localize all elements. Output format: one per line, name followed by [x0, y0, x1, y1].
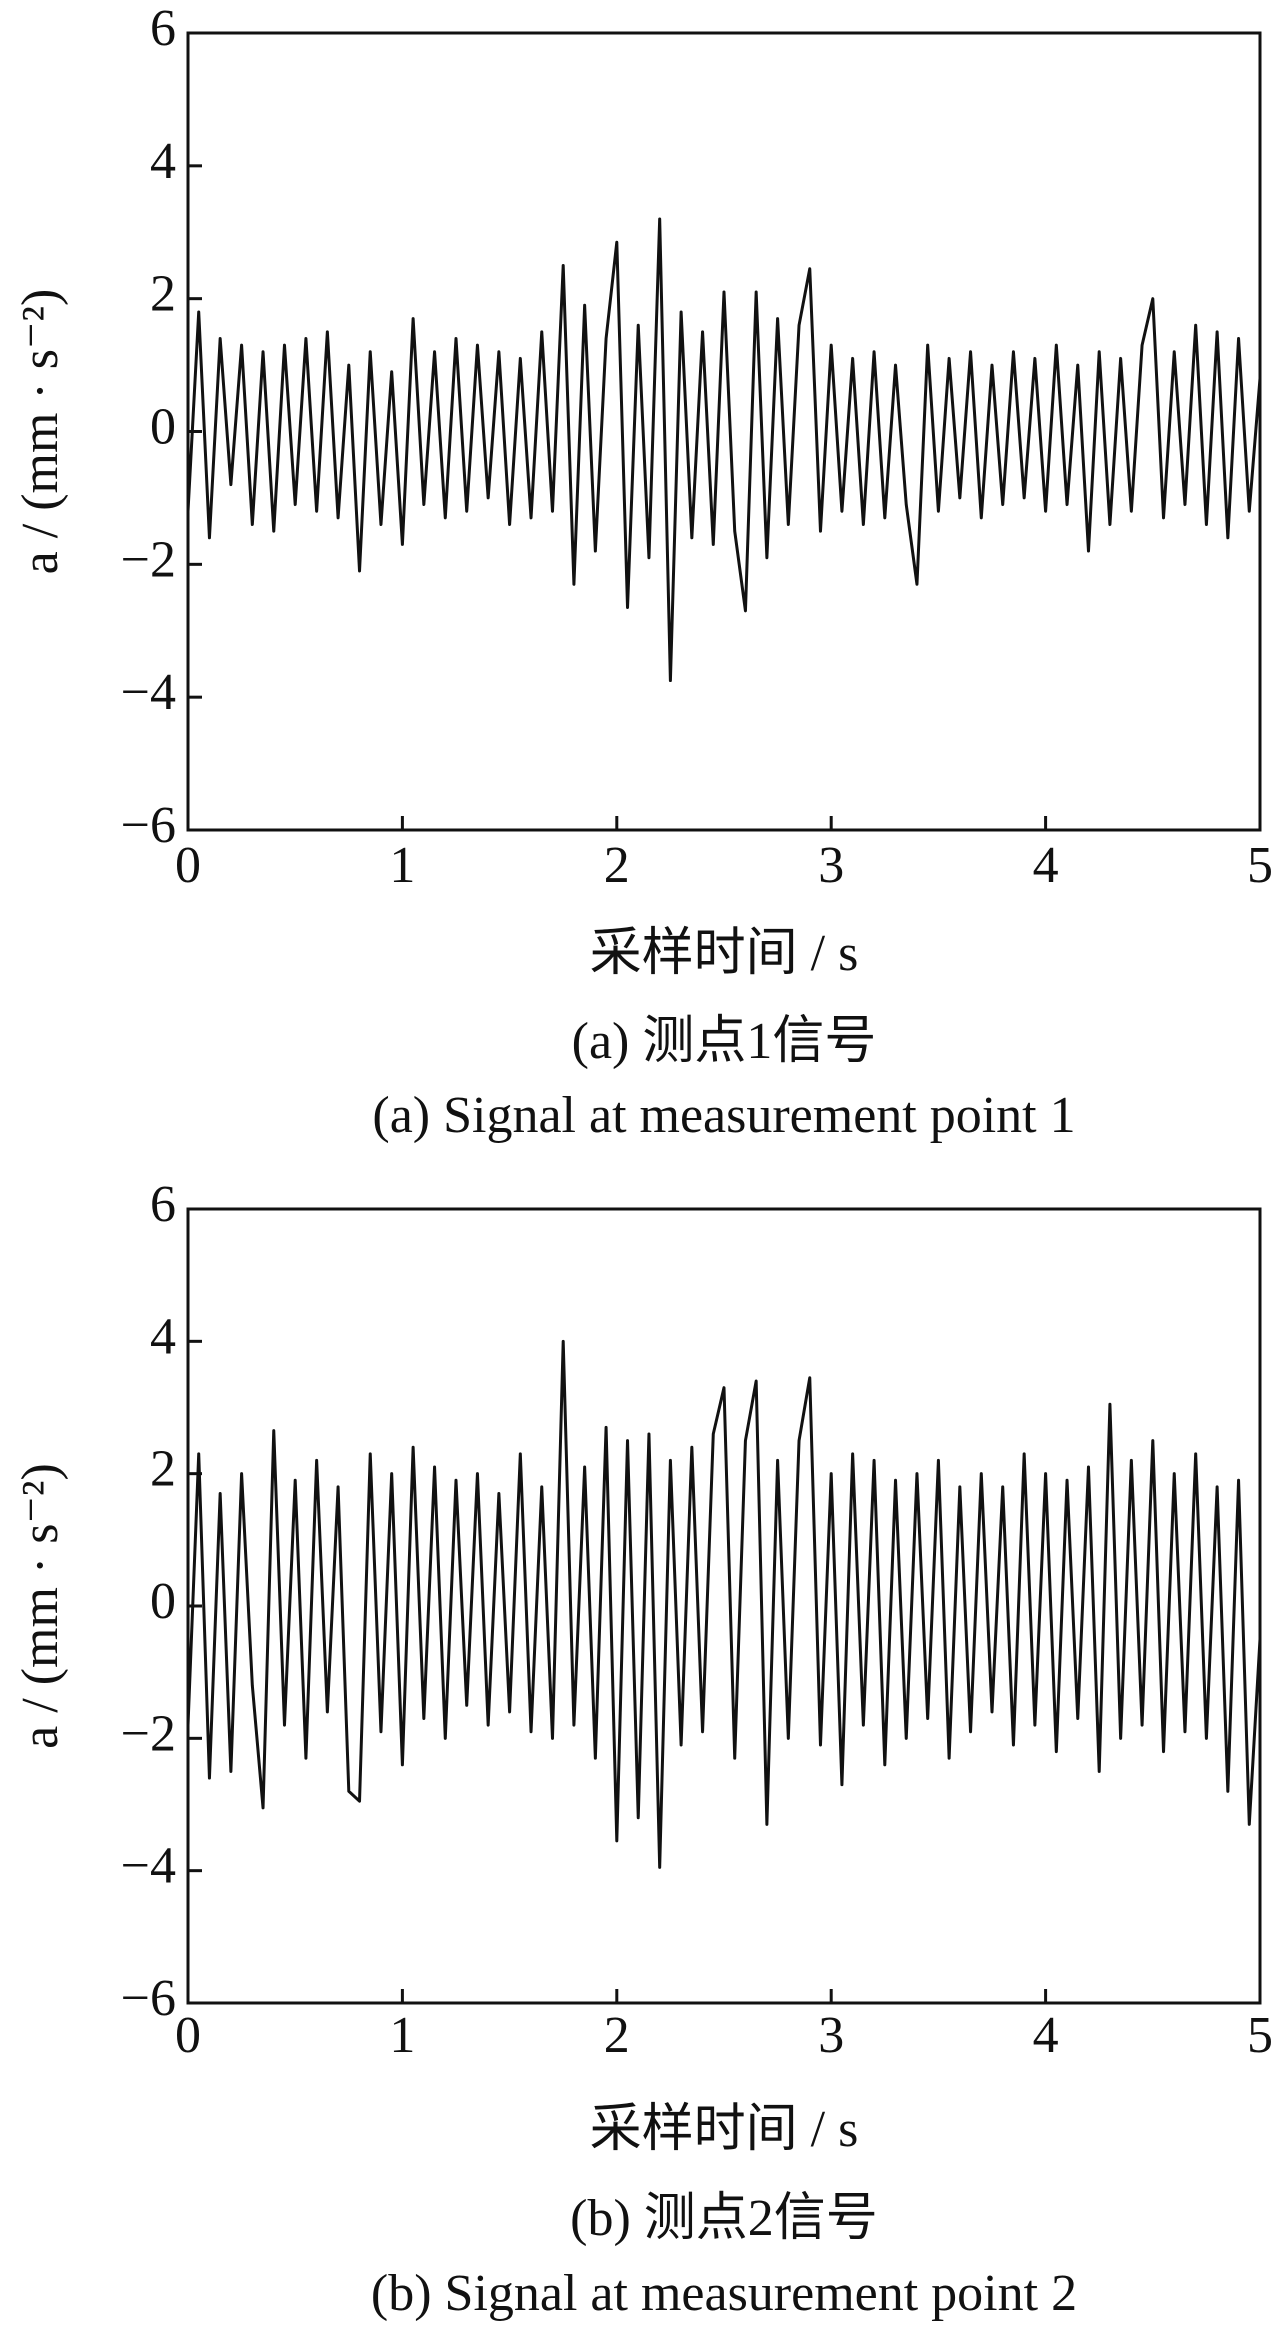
signal-line — [186, 1339, 1262, 1869]
x-axis-label: 采样时间 / s — [590, 925, 859, 982]
caption-zh: (a) 测点1信号 — [572, 1013, 877, 1070]
y-axis-label: a / (mm · s⁻²) — [12, 1463, 69, 1749]
x-tick-label: 0 — [175, 837, 201, 894]
plot-frame — [186, 1207, 1262, 2005]
y-tick-label: −4 — [121, 664, 176, 721]
y-tick-label: −2 — [121, 531, 176, 588]
y-tick-label: −6 — [121, 1970, 176, 2027]
y-tick-label: 4 — [150, 1308, 176, 1365]
y-axis-label: a / (mm · s⁻²) — [12, 289, 69, 575]
y-tick-label: 4 — [150, 133, 176, 190]
x-tick-label: 5 — [1247, 2007, 1273, 2064]
plot-frame — [186, 31, 1262, 832]
x-tick-label: 1 — [389, 837, 415, 894]
x-tick-label: 1 — [389, 2007, 415, 2064]
x-tick-label: 4 — [1033, 837, 1059, 894]
y-tick-label: −2 — [121, 1705, 176, 1762]
x-tick-label: 3 — [818, 2007, 844, 2064]
x-tick-label: 3 — [818, 837, 844, 894]
y-tick-label: 6 — [150, 0, 176, 57]
x-axis-label: 采样时间 / s — [590, 2101, 859, 2158]
signal-line — [186, 217, 1262, 683]
y-tick-label: −4 — [121, 1838, 176, 1895]
y-tick-label: 6 — [150, 1176, 176, 1233]
x-tick-label: 0 — [175, 2007, 201, 2064]
x-tick-label: 2 — [604, 837, 630, 894]
y-tick-label: 2 — [150, 266, 176, 323]
x-tick-label: 4 — [1033, 2007, 1059, 2064]
caption-en: (b) Signal at measurement point 2 — [371, 2265, 1077, 2322]
y-tick-label: −6 — [121, 797, 176, 854]
y-tick-label: 0 — [150, 1573, 176, 1630]
caption-en: (a) Signal at measurement point 1 — [372, 1087, 1075, 1144]
x-tick-label: 5 — [1247, 837, 1273, 894]
y-tick-label: 0 — [150, 398, 176, 455]
x-tick-label: 2 — [604, 2007, 630, 2064]
caption-zh: (b) 测点2信号 — [570, 2190, 878, 2247]
y-tick-label: 2 — [150, 1441, 176, 1498]
